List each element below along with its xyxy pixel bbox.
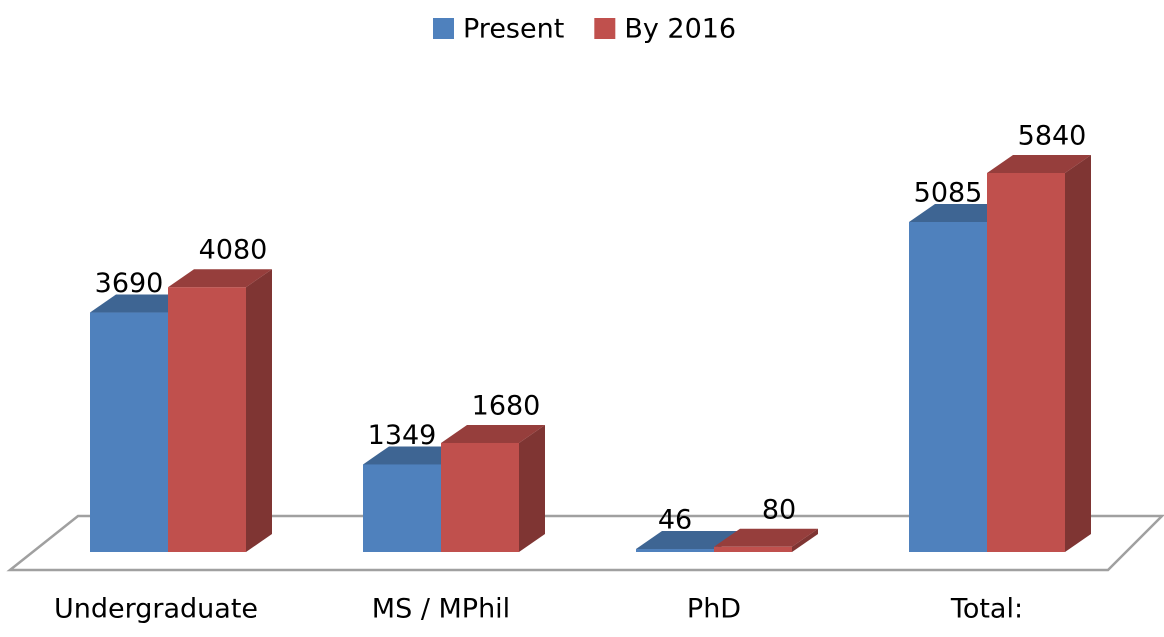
x-tick-label: Undergraduate — [54, 594, 258, 625]
value-label: 3690 — [95, 268, 164, 299]
bar-top — [441, 424, 545, 443]
legend-label: Present — [463, 14, 564, 45]
value-label: 80 — [762, 494, 796, 525]
legend-swatch — [433, 18, 454, 39]
value-label: 5085 — [914, 177, 983, 208]
bar — [441, 442, 519, 552]
bar — [90, 312, 168, 552]
x-tick-label: Total: — [950, 594, 1023, 625]
value-label: 1680 — [472, 390, 541, 421]
bar — [363, 464, 441, 552]
value-label: 4080 — [199, 235, 268, 266]
x-tick-label: MS / MPhil — [372, 594, 510, 625]
bar — [714, 546, 792, 552]
bar — [636, 549, 714, 552]
bar-side — [792, 528, 818, 552]
value-label: 46 — [658, 505, 692, 536]
bar-top — [714, 528, 818, 547]
value-label: 5840 — [1018, 121, 1087, 152]
bar-side — [1065, 155, 1091, 552]
bar — [987, 173, 1065, 552]
floor — [6, 514, 1164, 572]
bar-side — [519, 424, 545, 552]
value-label: 1349 — [368, 420, 437, 451]
legend-swatch — [594, 18, 616, 39]
bar-top — [987, 155, 1091, 173]
legend-label: By 2016 — [624, 14, 736, 45]
bar-side — [246, 269, 272, 552]
x-tick-label: PhD — [687, 594, 741, 625]
bar-top — [636, 531, 740, 550]
bar — [909, 221, 987, 552]
bar — [168, 287, 246, 552]
bar-top — [168, 269, 272, 288]
